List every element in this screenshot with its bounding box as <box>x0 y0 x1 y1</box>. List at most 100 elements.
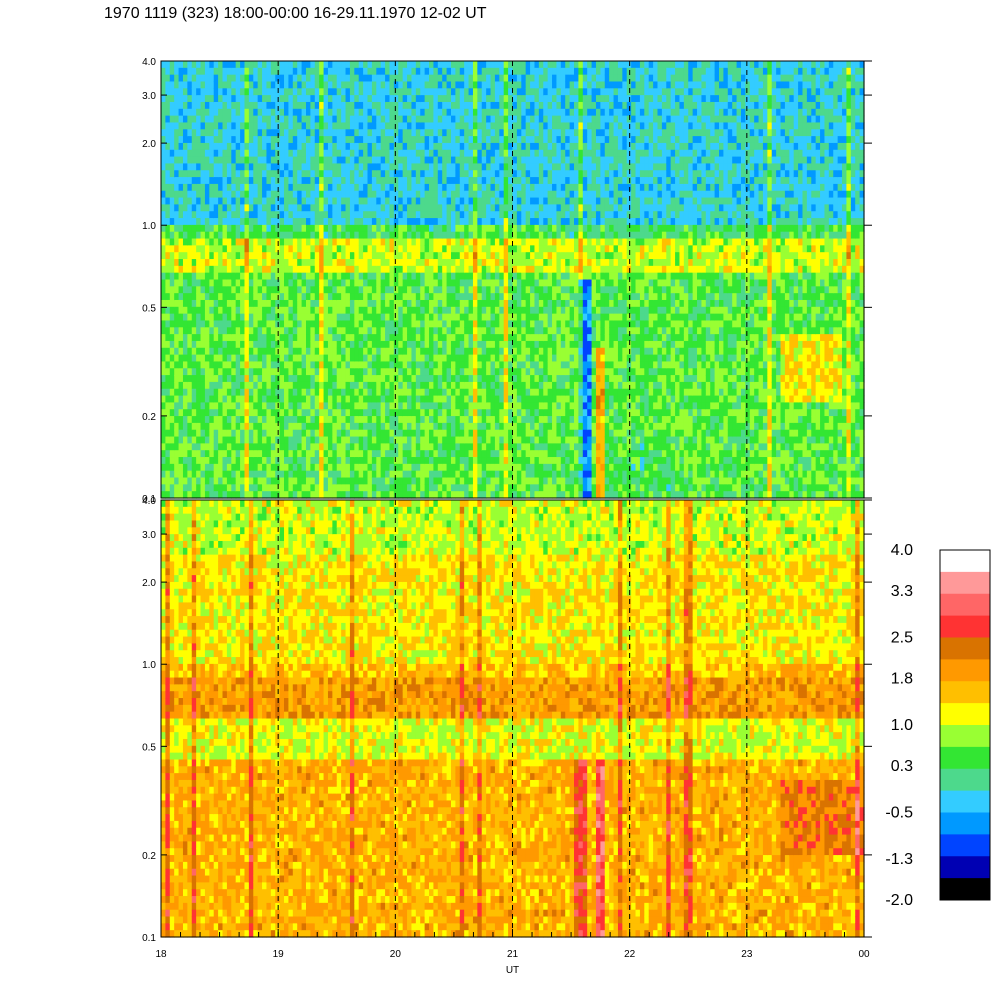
heatmap-cell <box>499 190 505 199</box>
heatmap-cell <box>270 388 276 397</box>
heatmap-cell <box>218 484 224 492</box>
heatmap-cell <box>499 136 505 144</box>
heatmap-cell <box>323 95 329 103</box>
heatmap-cell <box>279 245 285 253</box>
heatmap-cell <box>415 395 421 404</box>
heatmap-cell <box>218 375 224 383</box>
heatmap-cell <box>292 347 298 356</box>
heatmap-cell <box>380 361 386 369</box>
heatmap-cell <box>341 354 347 363</box>
heatmap-cell <box>270 74 276 83</box>
heatmap-cell <box>450 416 456 424</box>
heatmap-cell <box>363 115 369 124</box>
heatmap-cell <box>174 320 180 328</box>
heatmap-cell <box>248 491 254 499</box>
heatmap-cell <box>174 313 180 322</box>
heatmap-cell <box>371 95 377 103</box>
heatmap-cell <box>376 74 382 83</box>
heatmap-cell <box>446 484 452 492</box>
heatmap-cell <box>191 457 197 465</box>
heatmap-cell <box>354 409 360 417</box>
heatmap-cell <box>327 163 333 171</box>
heatmap-cell <box>446 190 452 199</box>
heatmap-cell <box>468 108 474 117</box>
heatmap-cell <box>270 95 276 103</box>
heatmap-cell <box>424 416 430 424</box>
heatmap-cell <box>477 156 483 165</box>
heatmap-cell <box>204 252 210 260</box>
heatmap-cell <box>486 245 492 253</box>
heatmap-cell <box>371 122 377 130</box>
heatmap-cell <box>257 136 263 144</box>
heatmap-cell <box>429 286 435 294</box>
heatmap-cell <box>288 457 294 465</box>
heatmap-cell <box>380 95 386 103</box>
heatmap-cell <box>174 95 180 103</box>
heatmap-cell <box>455 101 461 110</box>
heatmap-cell <box>257 265 263 274</box>
heatmap-cell <box>253 416 259 424</box>
heatmap-cell <box>411 108 417 117</box>
heatmap-cell <box>407 265 413 274</box>
heatmap-cell <box>336 252 342 260</box>
heatmap-cell <box>481 252 487 260</box>
heatmap-cell <box>367 81 373 89</box>
heatmap-cell <box>248 245 254 253</box>
heatmap-cell <box>218 491 224 499</box>
heatmap-cell <box>301 313 307 322</box>
heatmap-cell <box>213 163 219 171</box>
heatmap-cell <box>332 74 338 83</box>
heatmap-cell <box>407 313 413 322</box>
heatmap-cell <box>187 368 193 376</box>
heatmap-cell <box>213 149 219 158</box>
heatmap-cell <box>323 88 329 96</box>
heatmap-cell <box>429 347 435 356</box>
heatmap-cell <box>354 340 360 349</box>
heatmap-cell <box>262 115 268 124</box>
heatmap-cell <box>165 177 171 185</box>
heatmap-cell <box>226 313 232 322</box>
heatmap-cell <box>204 142 210 151</box>
heatmap-cell <box>402 279 408 287</box>
heatmap-cell <box>472 361 478 369</box>
heatmap-cell <box>266 142 272 151</box>
heatmap-cell <box>367 108 373 117</box>
heatmap-cell <box>468 429 474 438</box>
heatmap-cell <box>446 306 452 315</box>
heatmap-cell <box>481 170 487 178</box>
heatmap-cell <box>288 61 294 69</box>
heatmap-cell <box>270 299 276 308</box>
heatmap-cell <box>314 450 320 458</box>
heatmap-cell <box>376 129 382 137</box>
heatmap-cell <box>415 381 421 390</box>
heatmap-cell <box>200 197 206 205</box>
heatmap-cell <box>363 450 369 458</box>
heatmap-cell <box>472 61 478 69</box>
heatmap-cell <box>354 484 360 492</box>
heatmap-cell <box>367 252 373 260</box>
heatmap-cell <box>341 293 347 301</box>
heatmap-cell <box>358 252 364 260</box>
heatmap-cell <box>275 279 281 287</box>
heatmap-cell <box>244 457 250 465</box>
heatmap-cell <box>376 477 382 485</box>
heatmap-cell <box>213 183 219 192</box>
heatmap-cell <box>380 265 386 274</box>
heatmap-cell <box>424 136 430 144</box>
heatmap-cell <box>420 320 426 328</box>
heatmap-cell <box>455 313 461 322</box>
heatmap-cell <box>341 340 347 349</box>
heatmap-cell <box>218 204 224 212</box>
heatmap-cell <box>402 101 408 110</box>
heatmap-cell <box>310 375 316 383</box>
heatmap-cell <box>499 142 505 151</box>
heatmap-cell <box>341 286 347 294</box>
heatmap-cell <box>402 491 408 499</box>
heatmap-cell <box>279 381 285 390</box>
heatmap-cell <box>424 381 430 390</box>
heatmap-cell <box>490 238 496 246</box>
heatmap-cell <box>389 450 395 458</box>
heatmap-cell <box>266 101 272 110</box>
heatmap-cell <box>468 61 474 69</box>
heatmap-cell <box>433 416 439 424</box>
